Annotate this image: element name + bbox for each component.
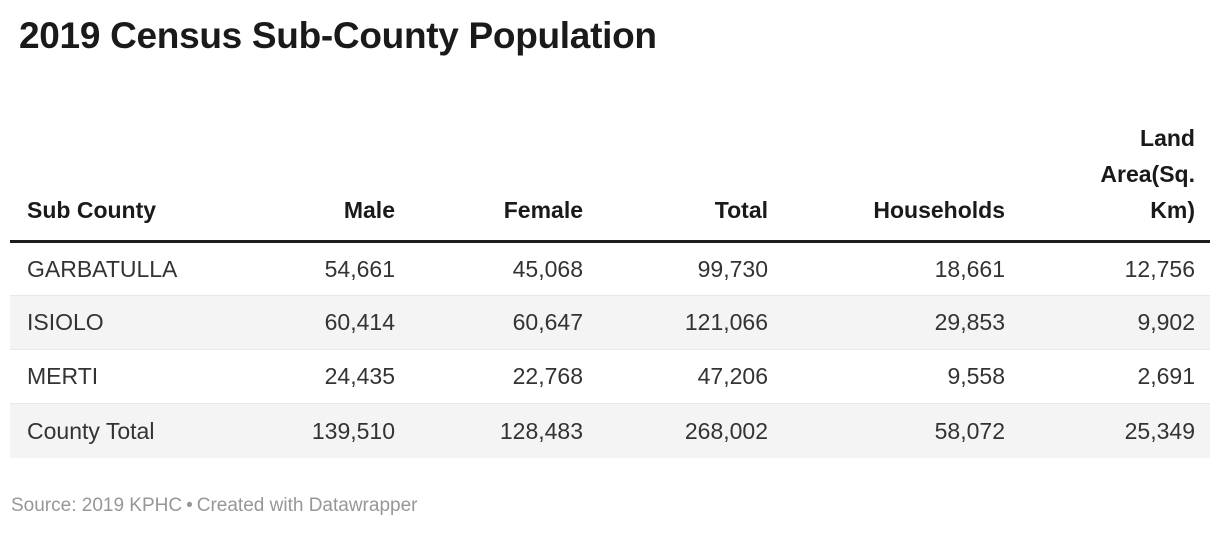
cell-total: 121,066 (684, 309, 768, 336)
cell-female: 22,768 (512, 363, 583, 390)
page-title: 2019 Census Sub-County Population (19, 15, 657, 56)
cell-male: 24,435 (324, 363, 395, 390)
table-footer: Source: 2019 KPHC • Created with Datawrapp… (11, 494, 1210, 518)
cell-male: 54,661 (324, 255, 395, 282)
table-row-county-total: County Total 139,510 128,483 268,002 58,… (10, 403, 1210, 458)
cell-sub-county: GARBATULLA (27, 255, 178, 282)
attribution-link[interactable]: Created with Datawrapper (196, 494, 418, 516)
cell-sub-county: ISIOLO (27, 309, 104, 336)
cell-land-area: 2,691 (1137, 363, 1195, 390)
cell-households: 58,072 (934, 417, 1005, 444)
footer-separator: • (186, 494, 193, 516)
cell-total: 268,002 (684, 417, 768, 444)
col-header-land-area: Land Area(Sq. Km) (1020, 120, 1210, 242)
census-table: Sub County Male Female Total Households … (10, 120, 1210, 458)
table-row: GARBATULLA 54,661 45,068 99,730 18,661 1… (10, 242, 1210, 296)
cell-land-area: 12,756 (1124, 255, 1195, 282)
table-header-row: Sub County Male Female Total Households … (10, 120, 1210, 242)
cell-male: 139,510 (311, 417, 395, 444)
cell-households: 9,558 (947, 363, 1005, 390)
cell-female: 128,483 (499, 417, 583, 444)
cell-total: 47,206 (697, 363, 768, 390)
col-header-male: Male (343, 197, 395, 224)
cell-total: 99,730 (697, 255, 768, 282)
source-text: Source: 2019 KPHC (11, 494, 183, 516)
cell-female: 60,647 (512, 309, 583, 336)
cell-female: 45,068 (512, 255, 583, 282)
cell-land-area: 9,902 (1137, 309, 1195, 336)
col-header-total: Total (714, 197, 768, 224)
cell-sub-county: MERTI (27, 363, 99, 390)
col-header-land-area-label: Land Area(Sq. Km) (1100, 125, 1195, 224)
cell-households: 18,661 (934, 255, 1005, 282)
table-row: ISIOLO 60,414 60,647 121,066 29,853 9,90… (10, 295, 1210, 350)
cell-male: 60,414 (324, 309, 395, 336)
col-header-sub-county: Sub County (27, 197, 157, 224)
cell-land-area: 25,349 (1124, 417, 1195, 444)
col-header-households: Households (873, 197, 1005, 224)
col-header-female: Female (503, 197, 583, 224)
cell-households: 29,853 (934, 309, 1005, 336)
table-row: MERTI 24,435 22,768 47,206 9,558 2,691 (10, 349, 1210, 404)
cell-sub-county: County Total (27, 417, 155, 444)
